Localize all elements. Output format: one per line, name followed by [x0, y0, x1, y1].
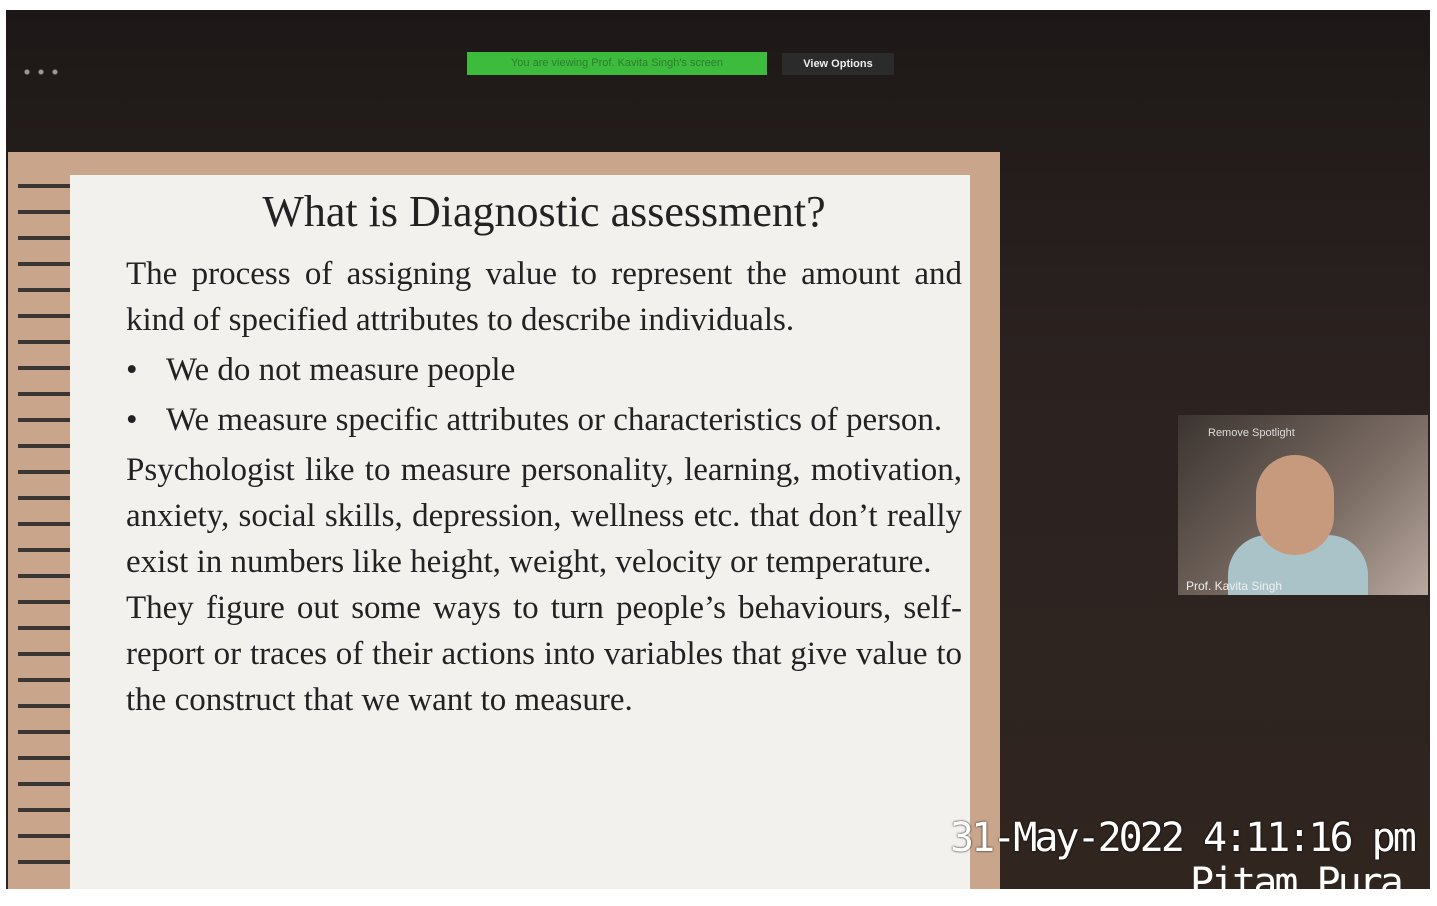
slide-intro: The process of assigning value to repres… [126, 251, 962, 343]
slide-paragraph: They figure out some ways to turn people… [126, 585, 962, 723]
timestamp: 31-May-2022 4:11:16 pm [950, 815, 1414, 861]
window-controls[interactable] [20, 68, 66, 76]
slide-bullet: We measure specific attributes or charac… [126, 397, 962, 443]
slide-paragraph: Psychologist like to measure personality… [126, 447, 962, 585]
slide-bullet: We do not measure people [126, 347, 962, 393]
slide-text: What is Diagnostic assessment? The proce… [126, 181, 962, 723]
share-banner: You are viewing Prof. Kavita Singh's scr… [467, 52, 767, 75]
slide-title: What is Diagnostic assessment? [126, 181, 962, 243]
location: Pitam Pura [1190, 860, 1401, 906]
participant-name: Prof. Kavita Singh [1186, 579, 1282, 593]
slide-frame: What is Diagnostic assessment? The proce… [8, 152, 1000, 889]
remove-spotlight[interactable]: Remove Spotlight [1208, 427, 1295, 439]
slide: What is Diagnostic assessment? The proce… [70, 175, 970, 889]
zoom-screen: You are viewing Prof. Kavita Singh's scr… [6, 10, 1430, 889]
video-tile[interactable]: Remove Spotlight Prof. Kavita Singh [1178, 415, 1428, 595]
person-face [1256, 455, 1334, 555]
view-options-button[interactable]: View Options [782, 53, 894, 75]
page: You are viewing Prof. Kavita Singh's scr… [0, 0, 1437, 889]
